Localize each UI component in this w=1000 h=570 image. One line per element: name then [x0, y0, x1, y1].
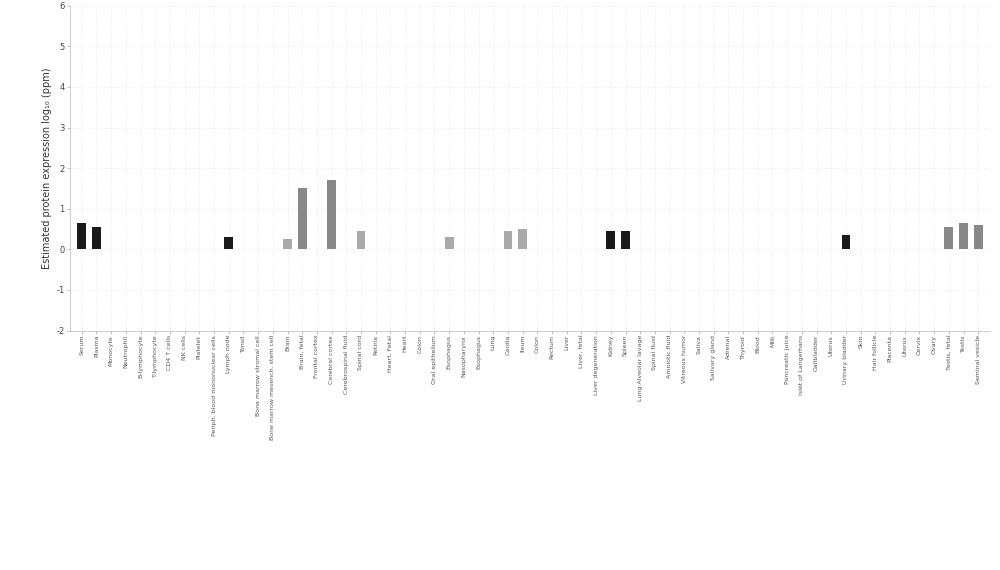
Bar: [518, 229, 527, 250]
Bar: [224, 237, 233, 250]
Bar: [504, 231, 512, 250]
Bar: [959, 223, 968, 250]
Bar: [842, 235, 850, 250]
Bar: [357, 231, 365, 250]
Bar: [621, 231, 630, 250]
Bar: [92, 227, 101, 250]
Bar: [283, 239, 292, 250]
Bar: [327, 180, 336, 250]
Bar: [974, 225, 983, 250]
Bar: [77, 223, 86, 250]
Bar: [606, 231, 615, 250]
Bar: [445, 237, 454, 250]
Y-axis label: Estimated protein expression log₁₀ (ppm): Estimated protein expression log₁₀ (ppm): [42, 67, 52, 269]
Bar: [944, 227, 953, 250]
Bar: [298, 189, 307, 250]
